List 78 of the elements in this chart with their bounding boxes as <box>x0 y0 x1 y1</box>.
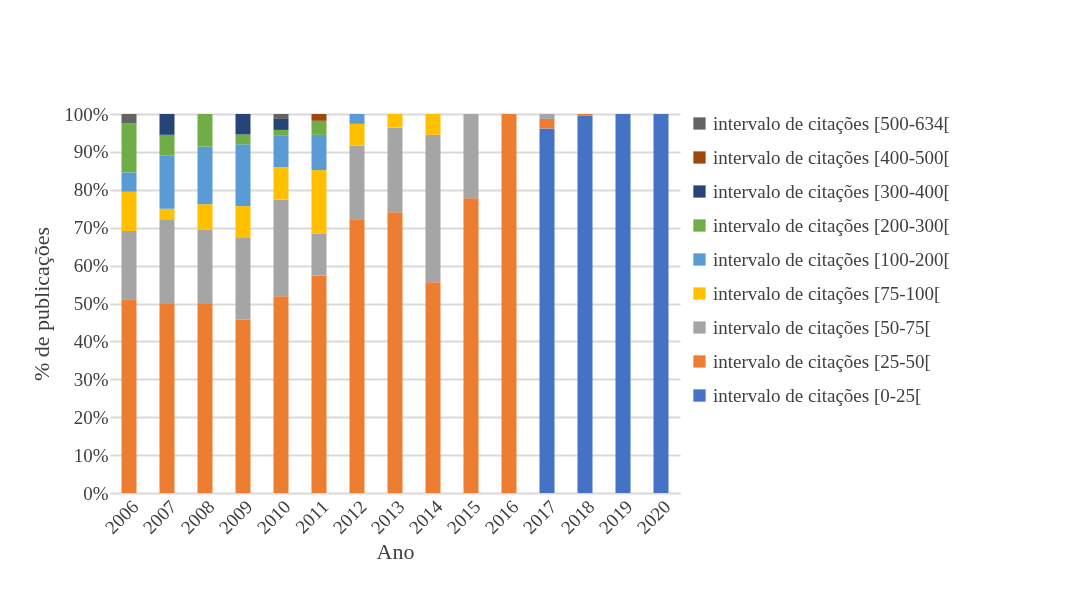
bar <box>387 114 403 128</box>
bar <box>539 114 555 119</box>
bar <box>121 299 137 493</box>
x-axis-title: Ano <box>376 538 415 564</box>
bar <box>273 129 289 136</box>
bar <box>653 114 669 493</box>
bar <box>159 208 175 220</box>
bar <box>539 128 555 493</box>
bar <box>159 114 175 135</box>
legend-label: intervalo de citações [100-200[ <box>713 248 950 270</box>
y-tick-label: 50% <box>73 293 109 314</box>
bar <box>159 134 175 156</box>
bar <box>425 282 441 493</box>
bar <box>349 219 365 493</box>
y-tick-label: 40% <box>73 330 109 352</box>
legend-label: intervalo de citações [0-25[ <box>713 384 922 406</box>
legend-label: intervalo de citações [200-300[ <box>713 214 950 236</box>
bar <box>311 114 327 121</box>
y-tick-label: 60% <box>73 255 109 277</box>
bar <box>273 199 289 297</box>
bar <box>197 303 213 493</box>
bar <box>311 170 327 234</box>
legend-label: intervalo de citações [75-100[ <box>713 282 941 304</box>
bar <box>121 123 137 173</box>
bar <box>463 114 479 199</box>
y-tick-label: 0% <box>83 482 109 504</box>
legend-label: intervalo de citações [25-50[ <box>713 350 931 372</box>
bar <box>121 231 137 300</box>
bar <box>235 319 251 493</box>
bar <box>349 114 365 124</box>
bar <box>197 229 213 304</box>
bar <box>425 134 441 283</box>
y-tick-label: 90% <box>73 141 109 163</box>
bar <box>311 275 327 493</box>
bar <box>349 123 365 146</box>
legend-label: intervalo de citações [400-500[ <box>713 146 950 168</box>
bar <box>235 144 251 207</box>
bar <box>463 198 479 493</box>
y-tick-label: 80% <box>73 179 109 201</box>
bar <box>501 114 517 493</box>
y-tick-label: 100% <box>64 103 109 125</box>
y-tick-label: 30% <box>73 368 109 390</box>
bar <box>311 233 327 276</box>
bar <box>273 167 289 200</box>
bar <box>273 118 289 130</box>
bar <box>121 114 137 124</box>
bar <box>387 127 403 213</box>
bar <box>159 155 175 209</box>
y-tick-label: 10% <box>73 444 109 466</box>
bar <box>539 118 555 129</box>
bar <box>273 135 289 168</box>
y-axis-title: % de publicações <box>29 227 55 381</box>
bar <box>273 114 289 119</box>
legend-label: intervalo de citações [500-634[ <box>713 112 950 134</box>
bar <box>349 145 365 220</box>
bar <box>235 114 251 135</box>
bar <box>197 204 213 230</box>
y-tick-label: 70% <box>73 217 109 239</box>
bar <box>235 206 251 238</box>
bar <box>235 134 251 145</box>
bar <box>577 115 593 493</box>
bar <box>121 191 137 232</box>
bar <box>311 134 327 171</box>
legend-label: intervalo de citações [50-75[ <box>713 316 931 338</box>
bar <box>311 120 327 135</box>
bar <box>425 114 441 135</box>
bar <box>121 172 137 192</box>
bar <box>197 114 213 147</box>
bar <box>235 237 251 320</box>
bar <box>159 219 175 304</box>
bar <box>197 146 213 205</box>
bar <box>387 212 403 493</box>
x-tick-label: 2011 <box>291 496 333 538</box>
bar <box>273 296 289 493</box>
y-tick-label: 20% <box>73 406 109 428</box>
bar <box>159 303 175 493</box>
bar <box>615 114 631 493</box>
legend-label: intervalo de citações [300-400[ <box>713 180 950 202</box>
